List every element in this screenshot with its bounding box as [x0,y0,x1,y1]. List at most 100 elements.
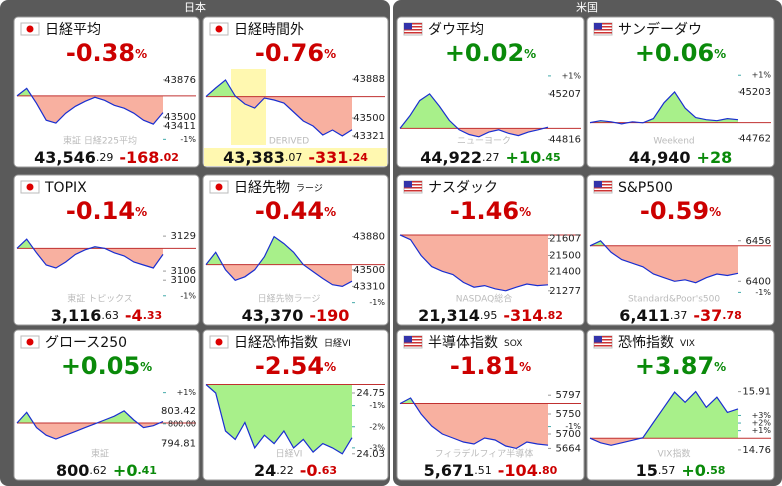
axis-label: 14.76 [742,445,771,456]
price: 15 [636,461,658,480]
card-bg [202,174,389,326]
card-name-text: 日経恐怖指数 [234,334,318,351]
area-below [400,234,548,291]
axis-label: +1% [562,71,582,80]
price-decimal: .62 [89,464,107,477]
change-percent-value: -0.76 [255,39,324,67]
flag-sun [215,338,223,346]
flag-sun [26,338,34,346]
area-below [400,128,548,137]
price-line [589,90,739,125]
flag-stripe [594,23,612,25]
flag-sun [26,25,34,33]
flag-stripe [404,187,422,189]
percent-sign: % [519,205,531,219]
card-bg [13,16,200,168]
percent-sign: % [324,47,336,61]
highlight [204,148,387,166]
percent-sign: % [519,360,531,374]
change-percent-value: -0.59 [640,197,709,225]
axis-label: -3% [369,443,385,452]
flag-stripe [594,26,612,28]
watermark: NASDAQ総合 [456,293,512,305]
change-percent-value: -0.14 [66,197,135,225]
percent-sign: % [709,205,721,219]
flag-canton [594,336,602,343]
axis-label: 5750 [556,409,581,420]
area-below [400,403,548,449]
price-line-text: 43,383.07 -331.24 [223,148,368,167]
change: -314 [503,306,543,325]
change-percent-value: +0.06 [635,39,714,67]
change-percent: -0.59% [640,197,721,225]
card-name: 日経恐怖指数 日経VI [234,334,351,351]
price: 3,116 [51,306,102,325]
area-below [206,96,352,136]
flag-canton [594,181,602,188]
percent-sign: % [135,205,147,219]
price-decimal: .37 [670,309,688,322]
card-name: 日経先物 ラージ [234,180,323,196]
change-percent-value: +0.05 [61,352,140,380]
change: -37 [693,306,722,325]
area-above [206,236,304,265]
card-bg [13,174,200,326]
panel-title: 米国 [576,1,598,14]
flag-stripe [404,339,422,341]
axis-label: 800.00 [168,419,196,428]
panel-title: 日本 [184,0,206,14]
card-name: サンデーダウ [618,21,702,38]
flag-stripe [594,339,612,341]
card-name: 日経時間外 [234,22,304,38]
axis-label: -1% [755,288,771,297]
change-percent: -0.14% [66,197,147,225]
price-decimal: .22 [276,464,294,477]
watermark: VIX指数 [658,448,691,460]
change-percent-value: -0.44 [255,197,324,225]
flag-stripe [594,29,612,31]
price-line-text: 43,370 -190 [242,306,350,325]
area-below [17,95,163,125]
card-sub: ラージ [296,183,323,194]
area-above [590,391,738,439]
axis-label: 5797 [556,390,581,401]
percent-sign: % [524,47,536,61]
flag-stripe [404,190,422,192]
axis-label: -1% [369,401,385,410]
change-percent: -0.76% [255,39,336,67]
price-line [399,93,549,138]
card-name-text: グロース250 [45,335,127,351]
price-line [16,87,164,125]
price-line-text: 44,922.27 +10.45 [420,148,560,167]
change-decimal: .33 [143,309,163,322]
axis-label: 44816 [549,135,581,146]
change: +0 [681,461,706,480]
price: 43,370 [242,306,304,325]
card-name-text: 日経先物 [234,180,290,196]
card-name-text: ダウ平均 [428,22,484,38]
card-sub: SOX [504,339,522,349]
axis-label: 6400 [746,276,771,287]
axis-label: 24.03 [356,449,385,460]
card-name: TOPIX [44,180,87,196]
market-card: サンデーダウ+0.06% Weekend +1% 45203 44762 44,940 +2… [586,16,775,168]
axis-label: 21500 [549,251,581,262]
price-line [16,238,164,269]
price-decimal: .51 [474,464,492,477]
price: 44,922 [420,148,482,167]
change-percent: -0.38% [66,39,147,67]
price: 5,671 [424,461,475,480]
watermark: Standard&Poor's500 [628,295,720,305]
area-below [206,264,352,287]
change-decimal: .82 [543,309,563,322]
price-decimal: .63 [101,309,119,322]
axis-label: 24.75 [356,388,385,399]
change-percent: +0.02% [445,39,536,67]
axis-label: 3106 [171,266,196,277]
axis-label: 45203 [739,87,771,98]
flag-stripe [404,181,422,183]
market-card: 恐怖指数 VIX +3.87% VIX指数 15.91 +3%+2%+1% 14.76 15.… [586,329,775,481]
price-decimal: .29 [96,151,114,164]
axis-label: 6456 [746,236,771,247]
